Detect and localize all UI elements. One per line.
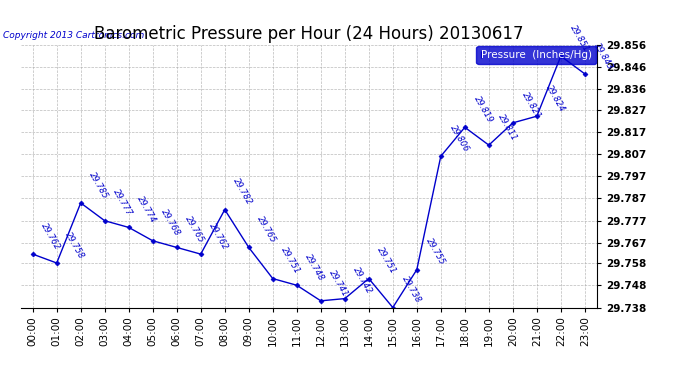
Text: 29.777: 29.777 bbox=[112, 188, 135, 218]
Text: 29.751: 29.751 bbox=[279, 246, 302, 276]
Text: 29.819: 29.819 bbox=[472, 94, 494, 124]
Text: 29.758: 29.758 bbox=[63, 230, 86, 260]
Text: 29.768: 29.768 bbox=[159, 208, 182, 238]
Text: 29.821: 29.821 bbox=[520, 90, 542, 120]
Text: 29.755: 29.755 bbox=[424, 237, 446, 267]
Legend: Pressure  (Inches/Hg): Pressure (Inches/Hg) bbox=[477, 46, 595, 64]
Text: 29.824: 29.824 bbox=[544, 83, 566, 113]
Text: 29.765: 29.765 bbox=[256, 214, 278, 244]
Text: 29.785: 29.785 bbox=[88, 170, 110, 200]
Text: 29.748: 29.748 bbox=[304, 252, 326, 282]
Text: 29.843: 29.843 bbox=[592, 41, 614, 71]
Text: 29.774: 29.774 bbox=[136, 195, 158, 225]
Text: 29.806: 29.806 bbox=[448, 123, 471, 153]
Text: 29.751: 29.751 bbox=[376, 246, 398, 276]
Text: 29.762: 29.762 bbox=[208, 221, 230, 251]
Text: 29.742: 29.742 bbox=[352, 266, 374, 296]
Text: 29.811: 29.811 bbox=[496, 112, 518, 142]
Title: Barometric Pressure per Hour (24 Hours) 20130617: Barometric Pressure per Hour (24 Hours) … bbox=[94, 26, 524, 44]
Text: 29.762: 29.762 bbox=[39, 221, 62, 251]
Text: Copyright 2013 Cartronics.com: Copyright 2013 Cartronics.com bbox=[3, 31, 145, 40]
Text: 29.741: 29.741 bbox=[328, 268, 351, 298]
Text: 29.765: 29.765 bbox=[184, 214, 206, 244]
Text: 29.851: 29.851 bbox=[568, 23, 591, 53]
Text: 29.738: 29.738 bbox=[400, 274, 422, 305]
Text: 29.782: 29.782 bbox=[232, 177, 254, 207]
